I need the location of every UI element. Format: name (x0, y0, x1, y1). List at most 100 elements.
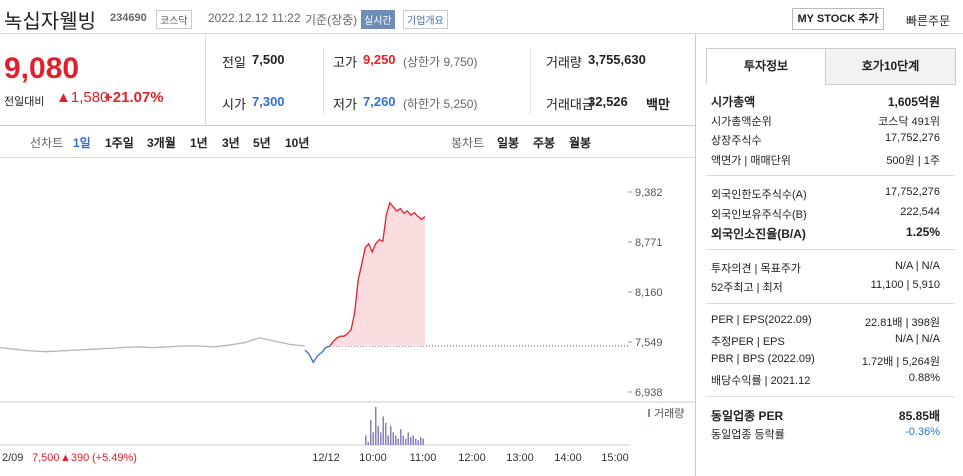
volume-bar (365, 435, 367, 445)
period-tab[interactable]: 3개월 (147, 136, 176, 150)
volume-bar (377, 426, 379, 445)
volume-bar (382, 416, 384, 445)
info-value: N/A | N/A (894, 333, 940, 345)
divider (695, 34, 696, 476)
footer-change: ▲390 (60, 452, 89, 464)
volume-bar (385, 422, 387, 445)
quote-value: 3,755,630 (588, 52, 646, 67)
candle-tab[interactable]: 일봉 (497, 136, 520, 150)
info-value: 1,605억원 (887, 95, 940, 109)
volume-bar (370, 419, 372, 445)
quote-label: 저가 (333, 97, 357, 112)
x-tick-label: 14:00 (554, 452, 582, 464)
quick-order[interactable]: 빠른주문 (906, 14, 951, 28)
x-tick-label: 15:00 (601, 452, 629, 464)
mystock-button[interactable]: MY STOCK 추가 (792, 8, 884, 30)
volume-bar (390, 426, 392, 445)
area (330, 202, 425, 346)
x-tick-label: 11:00 (410, 452, 437, 464)
volume-bar (387, 435, 389, 445)
divider (706, 248, 955, 250)
period-tab[interactable]: 1년 (190, 136, 208, 150)
y-tick-label: 8,160 (635, 287, 663, 299)
volume-bar (397, 438, 399, 445)
info-label: 동일업종 등락률 (711, 429, 785, 441)
datetime: 2022.12.12 11:22 (208, 11, 301, 25)
volume-bar (415, 438, 417, 445)
realtime-badge[interactable]: 실시간 (361, 10, 395, 29)
period-tab[interactable]: 3년 (222, 136, 240, 150)
volume-bar (372, 432, 374, 445)
info-label: 외국인소진율(B/A) (711, 227, 806, 241)
info-label: 추정PER | EPS (711, 336, 785, 348)
current-price: 9,080 (4, 52, 80, 85)
info-label: PER | EPS(2022.09) (711, 313, 812, 326)
quote-label: 거래대금 (546, 97, 594, 112)
info-tab[interactable]: 호가10단계 (825, 48, 956, 85)
stock-code: 234690 (110, 12, 147, 24)
info-tab[interactable]: 투자정보 (706, 48, 826, 84)
volume-bar (402, 435, 404, 445)
overview-dropdown[interactable]: 기업개요 (403, 10, 448, 29)
volume-bar (417, 440, 419, 445)
info-label: 배당수익률 | 2021.12 (711, 375, 811, 387)
info-value: 222,544 (900, 205, 940, 218)
info-value: 1.72배 | 5,264원 (861, 355, 940, 368)
footer-rate: (+5.49%) (92, 452, 137, 464)
info-value: 85.85배 (898, 408, 940, 423)
period-tab[interactable]: 10년 (285, 136, 310, 150)
volume-bar (420, 437, 422, 445)
quote-value: 9,250 (363, 52, 396, 67)
quote-note: (하한가 5,250) (403, 97, 478, 111)
quote-label: 시가 (222, 97, 246, 112)
quote-label: 전일 (222, 55, 246, 70)
y-tick-label: 9,382 (635, 187, 663, 199)
info-value: 17,752,276 (884, 186, 940, 198)
quote-value: 7,260 (363, 94, 396, 109)
volume-bar (412, 435, 414, 445)
x-tick-label: 13:00 (506, 452, 534, 464)
y-tick-label: 6,938 (635, 387, 663, 399)
price-line (329, 201, 426, 347)
divider (530, 48, 531, 114)
volume-bar (405, 438, 407, 445)
quote-unit: 백만 (646, 97, 670, 112)
quote-label: 고가 (333, 55, 357, 70)
info-label: 외국인한도주식수(A) (711, 189, 807, 201)
divider (0, 33, 963, 34)
volume-bar (400, 429, 402, 445)
stock-name: 녹십자웰빙 (4, 11, 96, 33)
price-line (0, 337, 306, 353)
divider (0, 157, 695, 158)
info-label: 52주최고 | 최저 (711, 282, 783, 294)
x-tick-label: 12/12 (312, 452, 340, 464)
info-label: 시가총액 (711, 95, 756, 109)
divider (706, 175, 955, 176)
period-tab[interactable]: 1일 (73, 136, 91, 150)
info-value: 11,100 | 5,910 (870, 279, 940, 291)
change-label: 전일대비 (4, 96, 45, 108)
quote-note: (상한가 9,750) (403, 55, 478, 69)
candle-tab[interactable]: 월봉 (569, 136, 592, 150)
volume-bar (380, 432, 382, 445)
divider (323, 48, 324, 114)
price-line (304, 345, 331, 364)
period-tab[interactable]: 5년 (253, 136, 271, 150)
volume-bar (367, 441, 369, 445)
volume-bar (407, 432, 409, 445)
y-tick-label: 8,771 (635, 237, 663, 249)
market-badge: 코스닥 (156, 10, 192, 29)
quote-value: 32,526 (588, 94, 628, 109)
info-value: 500원 | 1주 (886, 154, 940, 167)
info-label: 외국인보유주식수(B) (711, 208, 807, 221)
divider (205, 34, 206, 125)
change-rate: +21.07% (104, 89, 164, 106)
info-value: N/A | N/A (894, 259, 940, 272)
status: 기준(장중) (305, 13, 358, 27)
info-value: 0.88% (908, 372, 940, 384)
candle-tab[interactable]: 주봉 (533, 136, 556, 150)
divider (706, 302, 955, 304)
period-tab[interactable]: 1주일 (105, 136, 134, 150)
divider (706, 395, 955, 397)
